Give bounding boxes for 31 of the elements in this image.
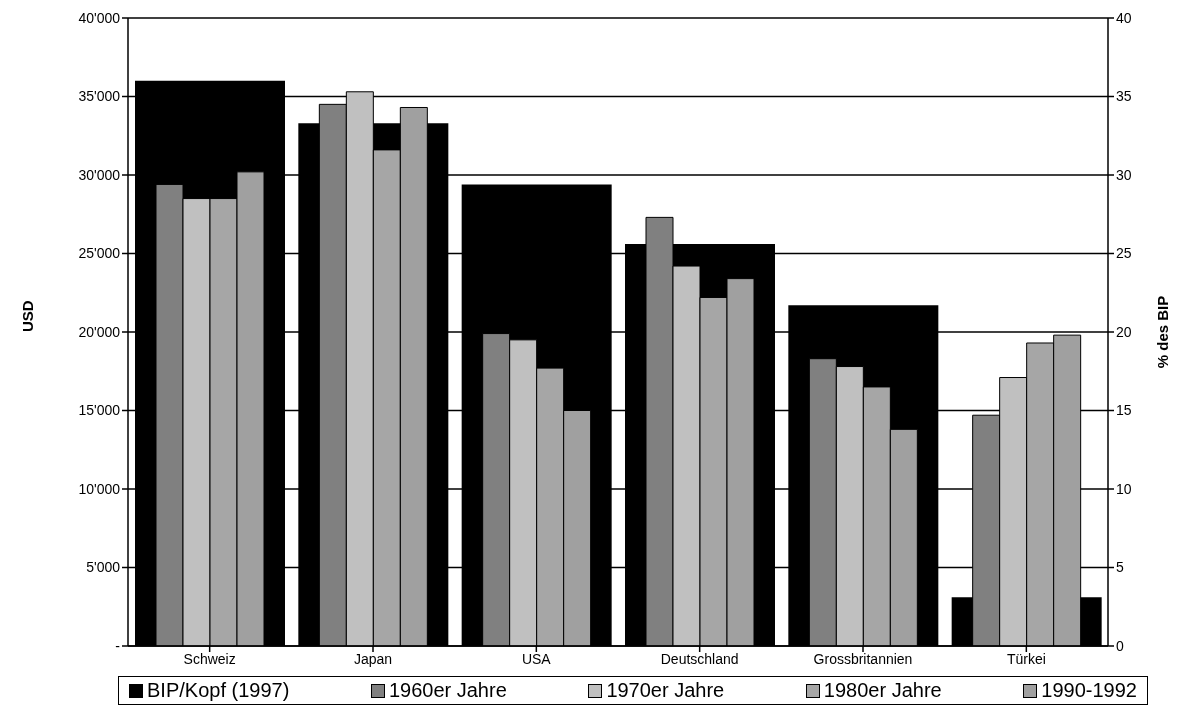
y2-tick-label: 30 <box>1116 166 1132 183</box>
legend-label: 1980er Jahre <box>823 679 942 702</box>
x-tick-label: Türkei <box>1006 650 1046 667</box>
legend-label: BIP/Kopf (1997) <box>147 679 290 702</box>
y2-tick-label: 5 <box>1116 559 1124 576</box>
y2-axis-title: % des BIP <box>1154 295 1172 369</box>
x-tick-label: Deutschland <box>660 650 739 667</box>
y2-tick-label: 20 <box>1116 323 1132 340</box>
y-tick-label: 30'000 <box>78 166 121 183</box>
x-tick-label: Grossbritannien <box>813 650 913 667</box>
y2-tick-label: 15 <box>1116 402 1132 419</box>
legend-label: 1960er Jahre <box>388 679 507 702</box>
y-tick-label: - <box>115 637 121 654</box>
y-axis-title: USD <box>19 300 37 332</box>
legend-label: 1990-1992 <box>1041 679 1137 702</box>
y-tick-label: 25'000 <box>78 245 121 262</box>
y-tick-label: 5'000 <box>86 559 121 576</box>
y-tick-label: 15'000 <box>78 402 121 419</box>
y2-tick-label: 10 <box>1116 480 1132 497</box>
y2-tick-label: 25 <box>1116 245 1132 262</box>
y2-tick-label: 40 <box>1116 9 1132 26</box>
x-tick-label: USA <box>521 650 552 667</box>
y2-tick-label: 35 <box>1116 88 1132 105</box>
y-tick-label: 20'000 <box>78 323 121 340</box>
y-tick-label: 10'000 <box>78 480 121 497</box>
x-tick-label: Schweiz <box>183 650 236 667</box>
y-tick-label: 40'000 <box>78 9 121 26</box>
legend-label: 1970er Jahre <box>606 679 725 702</box>
y-tick-label: 35'000 <box>78 88 121 105</box>
x-tick-label: Japan <box>353 650 393 667</box>
y2-tick-label: 0 <box>1116 637 1124 654</box>
